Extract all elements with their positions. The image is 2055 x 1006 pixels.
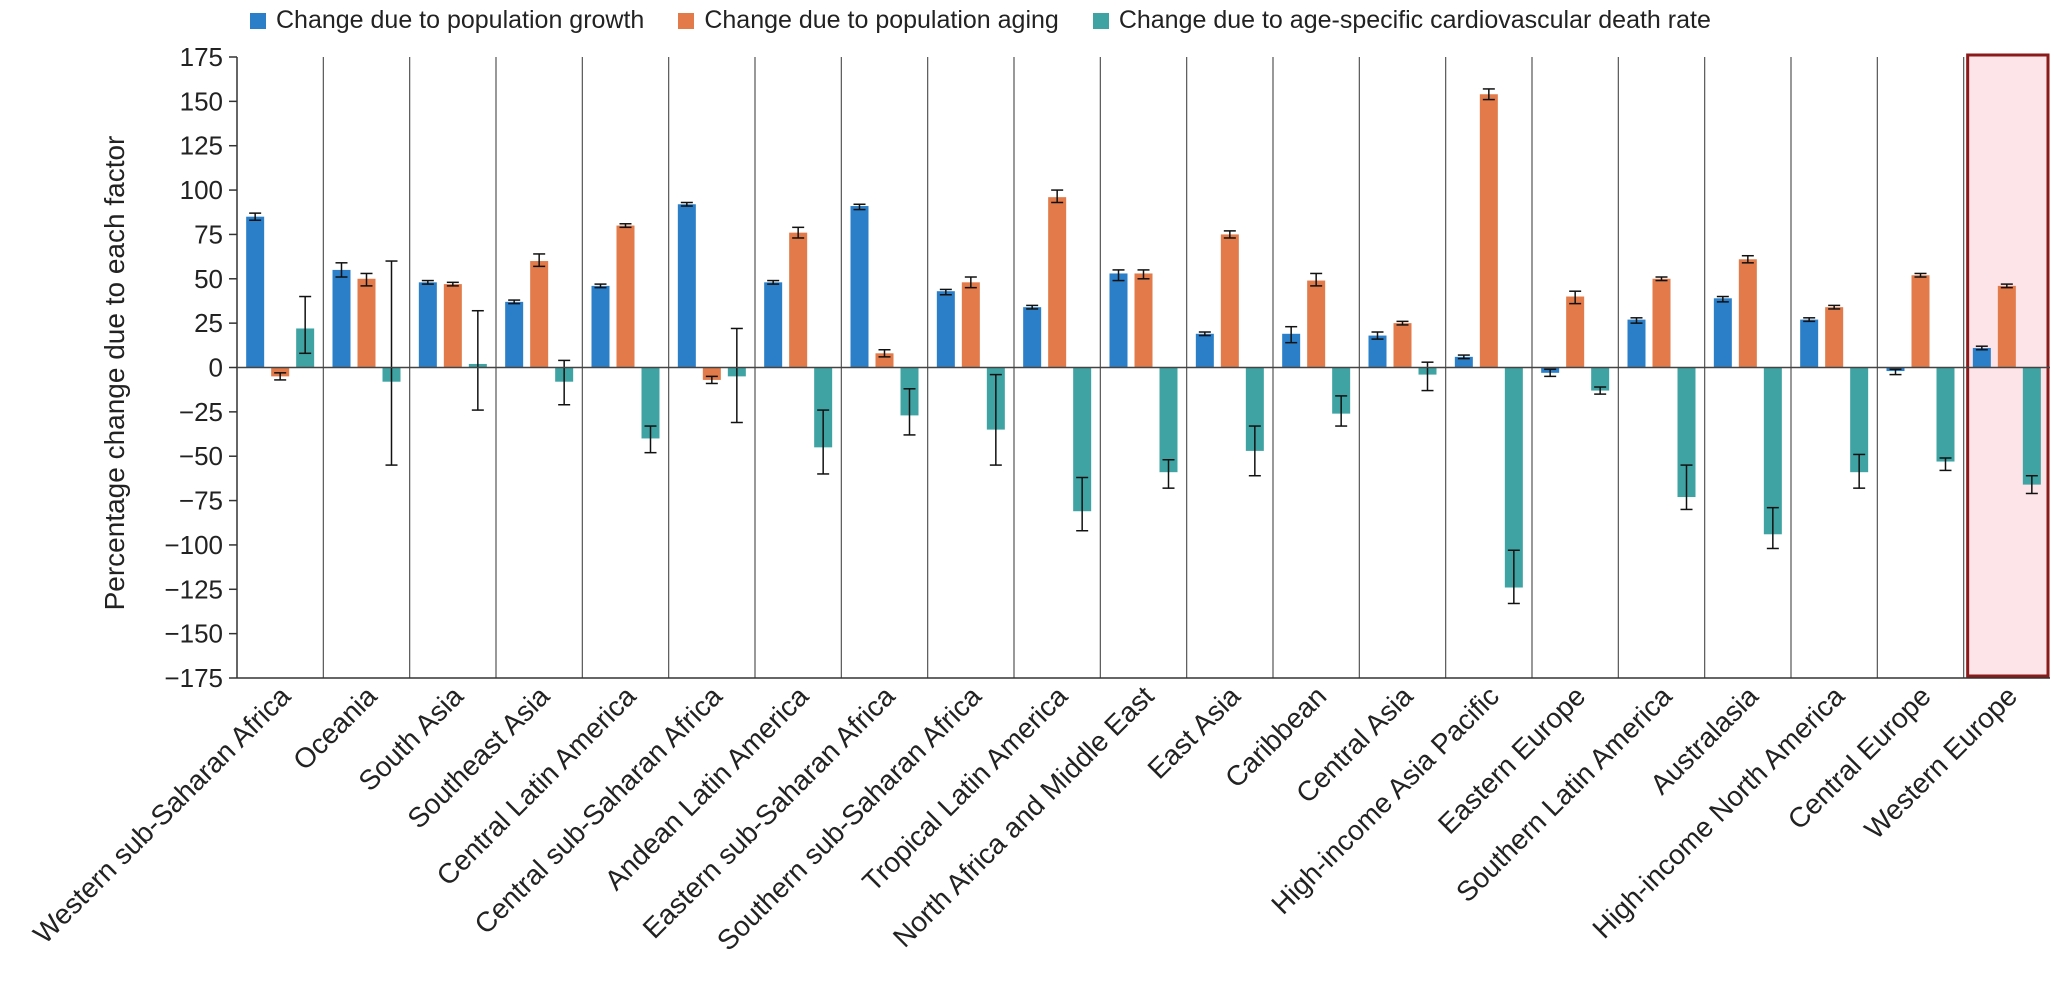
- bar-series-2: [961, 282, 980, 368]
- bar-series-2: [1307, 280, 1326, 368]
- bar-series-2: [1479, 94, 1498, 368]
- y-tick-label: 0: [209, 353, 223, 383]
- y-tick-label: −100: [164, 530, 223, 560]
- bar-series-1: [505, 301, 524, 368]
- bar-series-1: [1195, 333, 1214, 368]
- y-tick-label: 100: [180, 175, 223, 205]
- bar-series-2: [1048, 197, 1067, 368]
- bar-series-3: [1850, 367, 1869, 473]
- bar-series-2: [616, 225, 635, 368]
- y-tick-label: 25: [194, 308, 223, 338]
- legend-swatch-aging: [678, 12, 695, 29]
- legend: Change due to population growth Change d…: [250, 6, 1711, 35]
- bar-series-2: [1997, 285, 2016, 368]
- bar-series-1: [246, 216, 265, 368]
- x-tick-label: Eastern Europe: [1432, 680, 1592, 840]
- bar-series-1: [1972, 347, 1991, 368]
- y-tick-label: −25: [179, 397, 223, 427]
- y-tick-label: 125: [180, 131, 223, 161]
- bar-series-1: [1627, 319, 1646, 368]
- bar-series-2: [357, 278, 376, 368]
- legend-item-growth: Change due to population growth: [250, 6, 644, 35]
- bar-series-3: [1332, 367, 1351, 414]
- bar-series-1: [418, 282, 437, 368]
- bar-series-2: [443, 284, 462, 368]
- legend-item-death-rate: Change due to age-specific cardiovascula…: [1092, 6, 1711, 35]
- bar-series-1: [1109, 273, 1128, 368]
- bar-series-2: [1738, 259, 1757, 368]
- bar-series-3: [1159, 367, 1178, 473]
- y-tick-label: −175: [164, 663, 223, 693]
- legend-label-growth: Change due to population growth: [276, 6, 645, 34]
- bar-series-1: [1454, 356, 1473, 368]
- bar-series-3: [1936, 367, 1955, 462]
- bar-series-2: [1652, 278, 1671, 368]
- bar-series-1: [1023, 307, 1042, 368]
- x-tick-label: Western Europe: [1858, 680, 2023, 845]
- bar-series-2: [1134, 273, 1153, 368]
- bar-series-3: [1591, 367, 1610, 391]
- bar-series-1: [1713, 298, 1732, 368]
- y-tick-label: 175: [180, 42, 223, 72]
- bar-series-3: [1504, 367, 1523, 588]
- bar-series-2: [530, 261, 549, 368]
- bar-series-1: [764, 282, 783, 368]
- legend-swatch-death-rate: [1092, 12, 1109, 29]
- bar-series-2: [271, 367, 290, 377]
- bar-series-1: [677, 204, 696, 368]
- bar-series-1: [591, 285, 610, 368]
- bar-series-2: [789, 232, 808, 368]
- legend-item-aging: Change due to population aging: [678, 6, 1059, 35]
- legend-label-death-rate: Change due to age-specific cardiovascula…: [1118, 6, 1711, 34]
- legend-swatch-growth: [250, 12, 266, 29]
- bar-series-2: [1825, 307, 1844, 368]
- y-tick-label: −125: [164, 574, 223, 604]
- y-tick-label: −150: [164, 619, 223, 649]
- y-tick-label: 150: [180, 86, 223, 116]
- bar-series-1: [850, 206, 869, 368]
- bar-series-2: [1220, 234, 1239, 368]
- bar-series-1: [1800, 319, 1819, 368]
- bar-series-1: [332, 269, 351, 368]
- bar-series-3: [641, 367, 660, 439]
- y-tick-label: 75: [194, 219, 223, 249]
- bar-series-3: [1073, 367, 1092, 512]
- legend-label-aging: Change due to population aging: [704, 6, 1059, 34]
- y-tick-label: −50: [179, 441, 223, 471]
- bar-series-3: [1763, 367, 1782, 535]
- bar-series-3: [1245, 367, 1264, 451]
- y-tick-label: 50: [194, 264, 223, 294]
- bar-series-2: [1393, 323, 1412, 368]
- bar-series-3: [814, 367, 833, 448]
- y-tick-label: −75: [179, 486, 223, 516]
- bar-series-1: [1368, 335, 1387, 368]
- x-tick-label: Western sub-Saharan Africa: [27, 680, 296, 949]
- bar-series-1: [936, 291, 955, 368]
- bar-series-2: [1566, 296, 1585, 368]
- bar-series-2: [1911, 275, 1930, 368]
- bar-series-3: [2022, 367, 2041, 485]
